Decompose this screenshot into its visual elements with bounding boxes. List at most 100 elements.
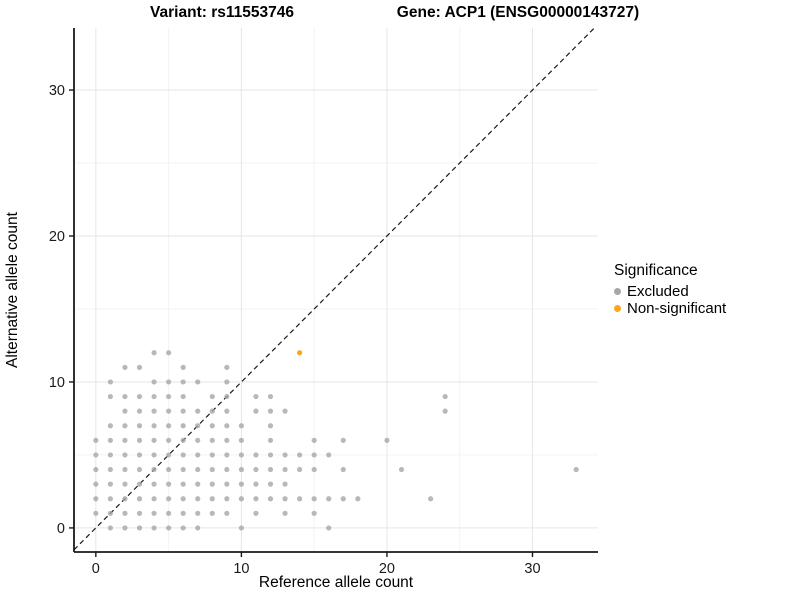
legend-item-label: Non-significant [627,300,727,317]
data-point-excluded [136,452,143,458]
data-point-excluded [151,437,157,443]
data-point-excluded [151,379,157,385]
data-point-excluded [267,466,274,473]
data-point-excluded [151,481,157,487]
data-point-excluded [136,510,143,516]
data-point-excluded [93,452,99,458]
data-point-excluded [209,423,215,429]
data-point-excluded [166,393,172,400]
data-point-excluded [355,496,361,502]
data-point-excluded [267,437,274,443]
data-point-excluded [253,510,259,516]
data-point-excluded [238,437,244,443]
data-point-excluded [195,408,201,414]
data-point-excluded [282,481,288,487]
data-point-excluded [136,364,143,370]
data-point-excluded [311,510,317,516]
data-point-excluded [180,525,186,531]
data-point-excluded [238,466,244,473]
data-point-excluded [267,496,274,502]
data-point-excluded [122,364,128,370]
data-point-excluded [253,466,259,473]
data-point-excluded [282,408,288,414]
data-point-excluded [195,525,201,531]
data-point-excluded [253,452,259,458]
data-point-excluded [224,466,230,473]
data-point-excluded [166,481,172,487]
y-axis-label: Alternative allele count [4,212,21,368]
data-point-excluded [180,481,186,487]
legend-dot [614,288,621,295]
data-point-excluded [136,525,143,531]
data-point-excluded [224,364,230,370]
data-point-excluded [297,452,303,458]
data-point-excluded [107,437,113,443]
data-point-excluded [107,496,113,502]
data-point-excluded [267,408,274,414]
data-point-excluded [122,452,128,458]
data-point-excluded [311,437,317,443]
data-point-excluded [107,452,113,458]
data-point-excluded [93,481,99,487]
data-point-non-significant [297,350,303,356]
data-point-excluded [297,466,303,473]
data-point-excluded [428,496,434,502]
data-point-excluded [340,496,346,502]
data-point-excluded [326,452,332,458]
plot-title-variant: Variant: rs11553746 [150,4,294,21]
data-point-excluded [224,510,230,516]
data-point-excluded [573,466,579,473]
data-point-excluded [180,452,186,458]
data-point-excluded [282,452,288,458]
data-point-excluded [107,423,113,429]
data-point-excluded [297,496,303,502]
data-point-excluded [267,423,274,429]
data-point-excluded [195,466,201,473]
data-point-excluded [195,481,201,487]
data-point-excluded [195,496,201,502]
data-point-excluded [311,466,317,473]
data-point-excluded [122,408,128,414]
data-point-excluded [166,510,172,516]
data-point-excluded [93,496,99,502]
y-tick-label: 30 [49,83,65,99]
data-point-excluded [107,379,113,385]
data-point-excluded [180,379,186,385]
identity-line [73,27,595,551]
data-point-excluded [180,466,186,473]
data-point-excluded [151,466,157,473]
data-point-excluded [122,466,128,473]
data-point-excluded [122,437,128,443]
data-point-excluded [326,525,332,531]
legend-item-label: Excluded [627,283,689,300]
data-point-excluded [107,466,113,473]
data-point-excluded [107,393,113,400]
data-point-excluded [209,510,215,516]
data-point-excluded [166,350,172,356]
data-point-excluded [209,393,215,400]
data-point-excluded [151,423,157,429]
data-point-excluded [180,408,186,414]
y-tick-label: 0 [57,521,65,537]
data-point-excluded [180,423,186,429]
data-point-excluded [136,423,143,429]
data-point-excluded [442,408,448,414]
data-point-excluded [195,510,201,516]
plot-title-gene: Gene: ACP1 (ENSG00000143727) [396,4,640,21]
data-point-excluded [238,481,244,487]
legend-dot [614,305,621,312]
data-point-excluded [151,350,157,356]
legend-item-excluded: Excluded [614,283,726,300]
data-point-excluded [93,510,99,516]
data-point-excluded [107,525,113,531]
data-point-excluded [122,510,128,516]
data-point-excluded [107,481,113,487]
data-point-excluded [166,379,172,385]
data-point-excluded [209,452,215,458]
data-point-excluded [311,452,317,458]
x-axis-label: Reference allele count [258,574,414,591]
data-point-excluded [282,510,288,516]
data-point-excluded [136,496,143,502]
data-point-excluded [224,481,230,487]
